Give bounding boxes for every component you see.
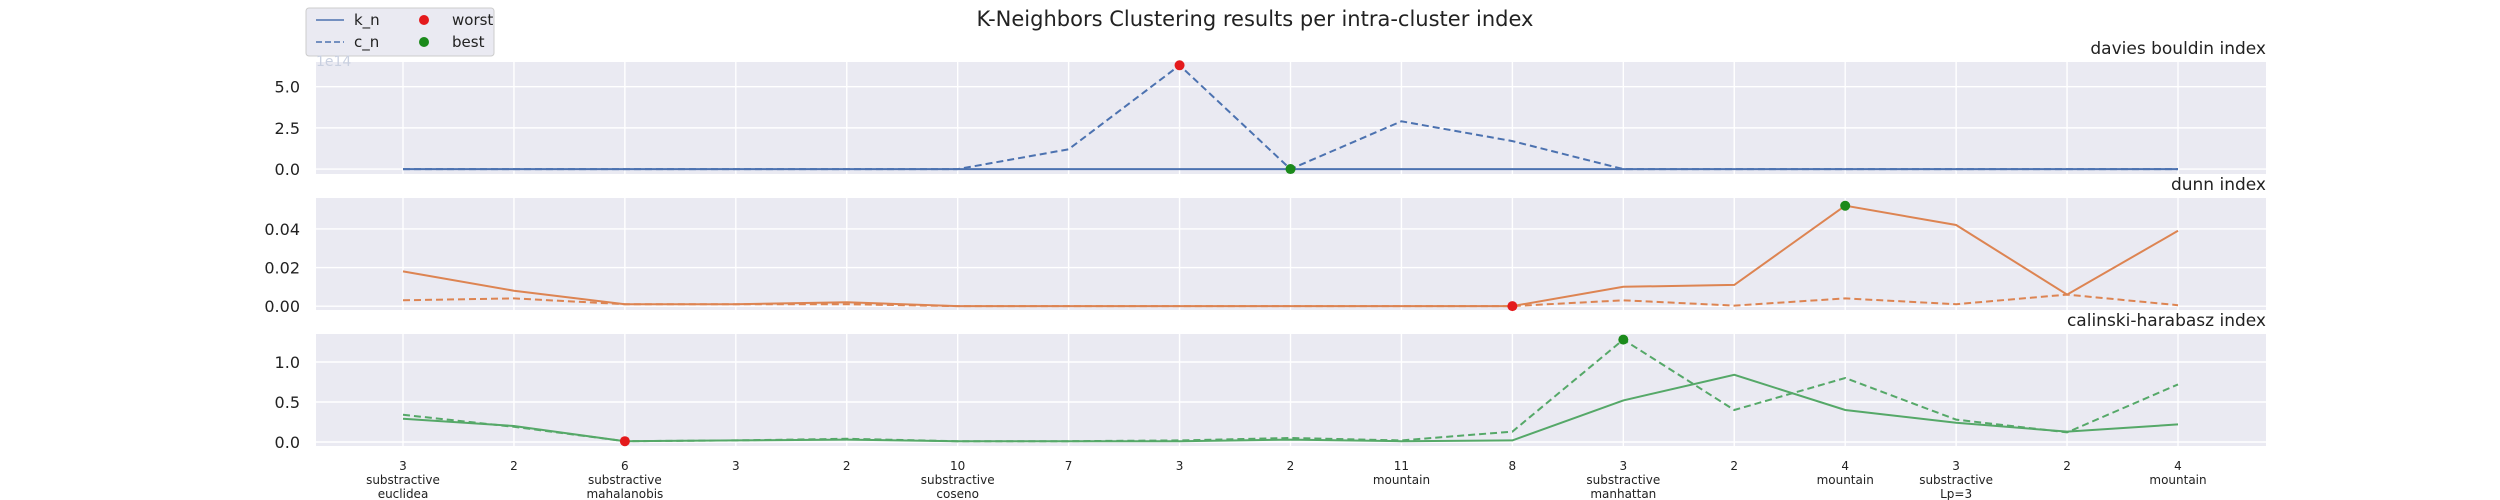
panel-1: 0.0 2.5 5.0 davies bouldin index 1e14 <box>275 39 2266 179</box>
x-tick-label: 2 <box>1730 459 1738 473</box>
best-marker <box>1285 164 1296 175</box>
x-tick-label: 8 <box>1509 459 1517 473</box>
x-tick-label: 3 <box>732 459 740 473</box>
best-marker <box>1840 200 1851 211</box>
legend-best-marker <box>419 37 429 47</box>
x-tick-label-line: 7 <box>1065 459 1073 473</box>
best-marker <box>1618 334 1629 345</box>
x-tick-label-line: euclidea <box>378 487 429 500</box>
y-tick-label: 0.0 <box>275 160 300 179</box>
worst-marker <box>1174 60 1185 71</box>
x-tick-label: 7 <box>1065 459 1073 473</box>
worst-marker <box>619 436 630 447</box>
x-tick-label: 10 substractive coseno <box>921 459 995 500</box>
x-tick-label: 11 mountain <box>1373 459 1430 487</box>
panel-subtitle: davies bouldin index <box>2090 39 2266 59</box>
x-tick-label-line: 10 <box>950 459 965 473</box>
x-tick-label-line: substractive <box>588 473 662 487</box>
y-tick-label: 0.0 <box>275 433 300 452</box>
panel-subtitle: calinski-harabasz index <box>2067 311 2266 331</box>
x-tick-label-line: 3 <box>399 459 407 473</box>
x-tick-label-line: 2 <box>1287 459 1295 473</box>
y-tick-label: 0.04 <box>264 220 300 239</box>
x-tick-label: 2 <box>2063 459 2071 473</box>
series-line-c_n <box>402 338 2179 443</box>
x-tick-label-line: 3 <box>1619 459 1627 473</box>
panel-2: 0.00 0.02 0.04 dunn index <box>264 175 2266 316</box>
y-tick-label: 0.02 <box>264 259 300 278</box>
y-tick-label: 5.0 <box>275 78 300 97</box>
x-tick-label-line: substractive <box>921 473 995 487</box>
y-tick-label: 1.0 <box>275 353 300 372</box>
x-tick-label-line: 6 <box>621 459 629 473</box>
x-tick-label-line: 4 <box>2174 459 2182 473</box>
x-tick-label-line: 3 <box>1176 459 1184 473</box>
axis-offset-text: 1e14 <box>316 54 351 70</box>
x-tick-label-line: mountain <box>1373 473 1430 487</box>
y-tick-label: 0.00 <box>264 297 300 316</box>
x-tick-label-line: 2 <box>510 459 518 473</box>
x-tick-label: 3 <box>1176 459 1184 473</box>
worst-marker <box>1507 301 1518 312</box>
x-tick-label-line: 3 <box>732 459 740 473</box>
panel-3: 0.0 0.5 1.0 calinski-harabasz index <box>275 311 2266 452</box>
x-tick-label-line: 3 <box>1952 459 1960 473</box>
x-tick-label: 4 mountain <box>2149 459 2206 487</box>
x-tick-label-line: 11 <box>1394 459 1409 473</box>
x-tick-label-line: substractive <box>1919 473 1993 487</box>
series-line-k_n <box>402 204 2179 308</box>
x-tick-label-line: mountain <box>1817 473 1874 487</box>
legend-worst-marker <box>419 15 429 25</box>
x-tick-label: 6 substractive mahalanobis <box>586 459 663 500</box>
legend-best-label: best <box>452 33 485 51</box>
x-tick-label-line: 2 <box>2063 459 2071 473</box>
x-tick-label-line: coseno <box>936 487 979 500</box>
x-tick-label: 2 <box>510 459 518 473</box>
x-tick-label-line: 2 <box>1730 459 1738 473</box>
x-tick-label: 3 substractive manhattan <box>1586 459 1660 500</box>
legend-worst-label: worst <box>452 11 493 29</box>
x-tick-label-line: 2 <box>843 459 851 473</box>
legend: k_n c_n worst best <box>305 7 495 57</box>
legend-box <box>305 7 495 57</box>
legend-kn-label: k_n <box>354 11 380 30</box>
x-tick-label-line: manhattan <box>1590 487 1656 500</box>
x-tick-label-line: Lp=3 <box>1940 487 1972 500</box>
x-tick-label: 2 <box>843 459 851 473</box>
y-tick-label: 0.5 <box>275 393 300 412</box>
x-tick-label-line: mountain <box>2149 473 2206 487</box>
x-tick-label-line: substractive <box>1586 473 1660 487</box>
panel-subtitle: dunn index <box>2171 175 2266 195</box>
x-tick-label-line: mahalanobis <box>586 487 663 500</box>
series-line-c_n <box>402 293 2179 308</box>
chart-title: K-Neighbors Clustering results per intra… <box>977 7 1534 31</box>
x-tick-label: 3 substractive Lp=3 <box>1919 459 1993 500</box>
legend-cn-label: c_n <box>354 33 379 52</box>
y-tick-label: 2.5 <box>275 119 300 138</box>
x-tick-label: 2 <box>1287 459 1295 473</box>
x-tick-label: 3 substractive euclidea <box>366 459 440 500</box>
x-tick-label-line: 8 <box>1509 459 1517 473</box>
x-tick-label: 4 mountain <box>1817 459 1874 487</box>
x-tick-label-line: 4 <box>1841 459 1849 473</box>
x-tick-label-line: substractive <box>366 473 440 487</box>
